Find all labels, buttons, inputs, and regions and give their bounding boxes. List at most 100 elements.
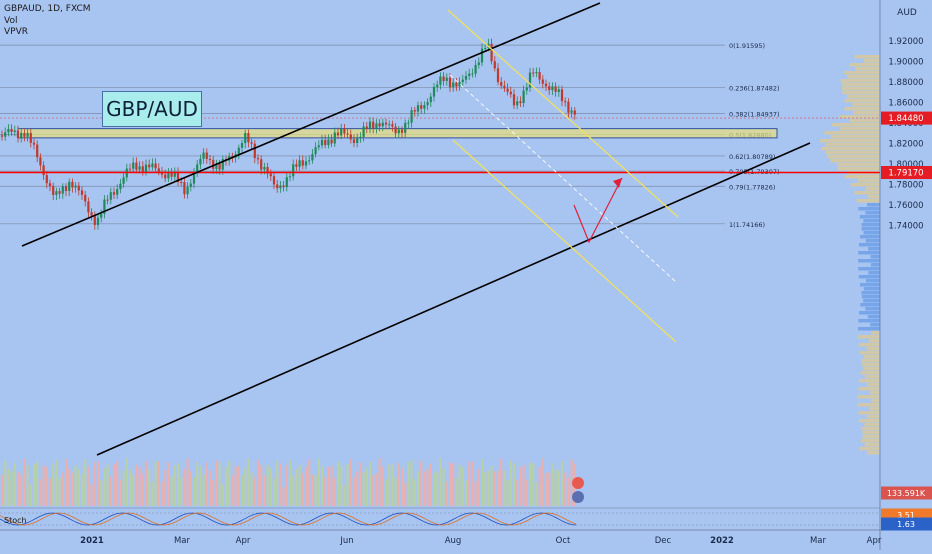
vpvr-bar bbox=[840, 79, 880, 83]
volume-bar bbox=[391, 464, 394, 506]
candle-up bbox=[570, 110, 573, 113]
volume-bar bbox=[39, 479, 42, 506]
vpvr-bar bbox=[825, 143, 880, 147]
candle-down bbox=[554, 86, 557, 92]
vpvr-bar bbox=[852, 103, 880, 107]
vpvr-bar bbox=[859, 351, 880, 355]
volume-bar bbox=[23, 458, 26, 506]
channel-lower bbox=[452, 139, 677, 343]
volume-bar bbox=[132, 474, 135, 506]
support-zone bbox=[17, 128, 778, 139]
volume-bar bbox=[218, 462, 221, 506]
candle-down bbox=[490, 43, 493, 62]
candle-up bbox=[240, 143, 244, 148]
volume-bar bbox=[423, 471, 426, 506]
candle-down bbox=[135, 162, 138, 170]
time-tick-label: Mar bbox=[174, 536, 191, 546]
candle-down bbox=[420, 105, 423, 109]
volume-bar bbox=[464, 480, 468, 506]
vpvr-bar bbox=[837, 167, 880, 171]
stoch-label[interactable]: Stoch bbox=[4, 516, 27, 525]
volume-bar bbox=[32, 464, 36, 506]
volume-bar bbox=[128, 469, 132, 506]
volume-bar bbox=[13, 463, 16, 506]
volume-bar bbox=[346, 463, 349, 506]
candle-down bbox=[564, 101, 567, 103]
candle-up bbox=[285, 177, 288, 188]
candle-down bbox=[180, 182, 183, 184]
vpvr-bar bbox=[871, 399, 880, 403]
vpvr-bar bbox=[844, 175, 880, 179]
candle-down bbox=[538, 72, 541, 80]
volume-bar bbox=[506, 479, 509, 506]
candle-down bbox=[253, 143, 256, 159]
candle-down bbox=[90, 212, 93, 216]
candle-down bbox=[112, 192, 116, 195]
time-tick-label: Mar bbox=[810, 536, 827, 546]
stoch-pane bbox=[0, 509, 880, 529]
volume-bar bbox=[228, 460, 231, 506]
vpvr-bar bbox=[858, 395, 880, 399]
volume-bar bbox=[375, 472, 378, 506]
candle-up bbox=[445, 77, 448, 82]
candle-up bbox=[298, 160, 301, 167]
volume-bar bbox=[0, 474, 4, 506]
candle-down bbox=[164, 174, 167, 179]
vpvr-bar bbox=[831, 123, 880, 127]
candle-down bbox=[205, 152, 208, 160]
candle-down bbox=[256, 158, 260, 160]
candle-down bbox=[400, 129, 404, 133]
candle-up bbox=[132, 162, 135, 169]
symbol-label[interactable]: GBPAUD, 1D, FXCM bbox=[4, 4, 91, 14]
volume-bar bbox=[164, 469, 167, 506]
vpvr-bar bbox=[850, 183, 880, 187]
candle-up bbox=[122, 177, 125, 184]
candle-up bbox=[320, 139, 324, 146]
vpvr-bar bbox=[862, 367, 880, 371]
volume-bar bbox=[474, 481, 477, 506]
volume-bar bbox=[234, 466, 237, 506]
volume-bar bbox=[80, 474, 84, 506]
candle-up bbox=[464, 75, 468, 80]
vpvr-bar bbox=[844, 71, 880, 75]
candle-up bbox=[522, 90, 525, 104]
volume-bar bbox=[314, 474, 317, 506]
vpvr-bar bbox=[839, 115, 880, 119]
volume-bar bbox=[388, 464, 391, 506]
candle-down bbox=[448, 77, 452, 88]
volume-bar bbox=[135, 464, 138, 506]
volume-bar bbox=[144, 460, 148, 506]
candle-up bbox=[359, 136, 362, 139]
time-tick-label: 2022 bbox=[710, 536, 734, 546]
volume-bar bbox=[480, 459, 484, 506]
vpvr-bar bbox=[849, 119, 880, 123]
candle-up bbox=[340, 128, 343, 136]
vpvr-bar bbox=[855, 67, 880, 71]
vol-indicator-label[interactable]: Vol bbox=[4, 16, 18, 26]
vpvr-bar bbox=[859, 311, 880, 315]
candle-down bbox=[384, 122, 388, 125]
event-marker-icon bbox=[572, 491, 584, 503]
candle-up bbox=[61, 186, 64, 194]
volume-bar bbox=[426, 468, 429, 506]
candle-up bbox=[192, 172, 196, 184]
vpvr-bar bbox=[870, 263, 880, 267]
candle-up bbox=[263, 167, 266, 170]
vpvr-indicator-label[interactable]: VPVR bbox=[4, 27, 28, 37]
candle-down bbox=[365, 126, 368, 129]
volume-bar bbox=[560, 460, 564, 506]
candle-up bbox=[199, 158, 202, 165]
volume-bar bbox=[522, 464, 525, 506]
vpvr-bar bbox=[865, 307, 880, 311]
support-price-tag-bg bbox=[881, 166, 932, 180]
volume-bar bbox=[436, 471, 439, 506]
volume-bar bbox=[512, 463, 516, 506]
volume-bar bbox=[452, 463, 455, 506]
volume-bar bbox=[84, 459, 87, 506]
volume-bar bbox=[554, 469, 557, 506]
time-tick-label: Dec bbox=[655, 536, 672, 546]
volume-bar bbox=[180, 477, 183, 506]
candle-up bbox=[333, 132, 336, 144]
